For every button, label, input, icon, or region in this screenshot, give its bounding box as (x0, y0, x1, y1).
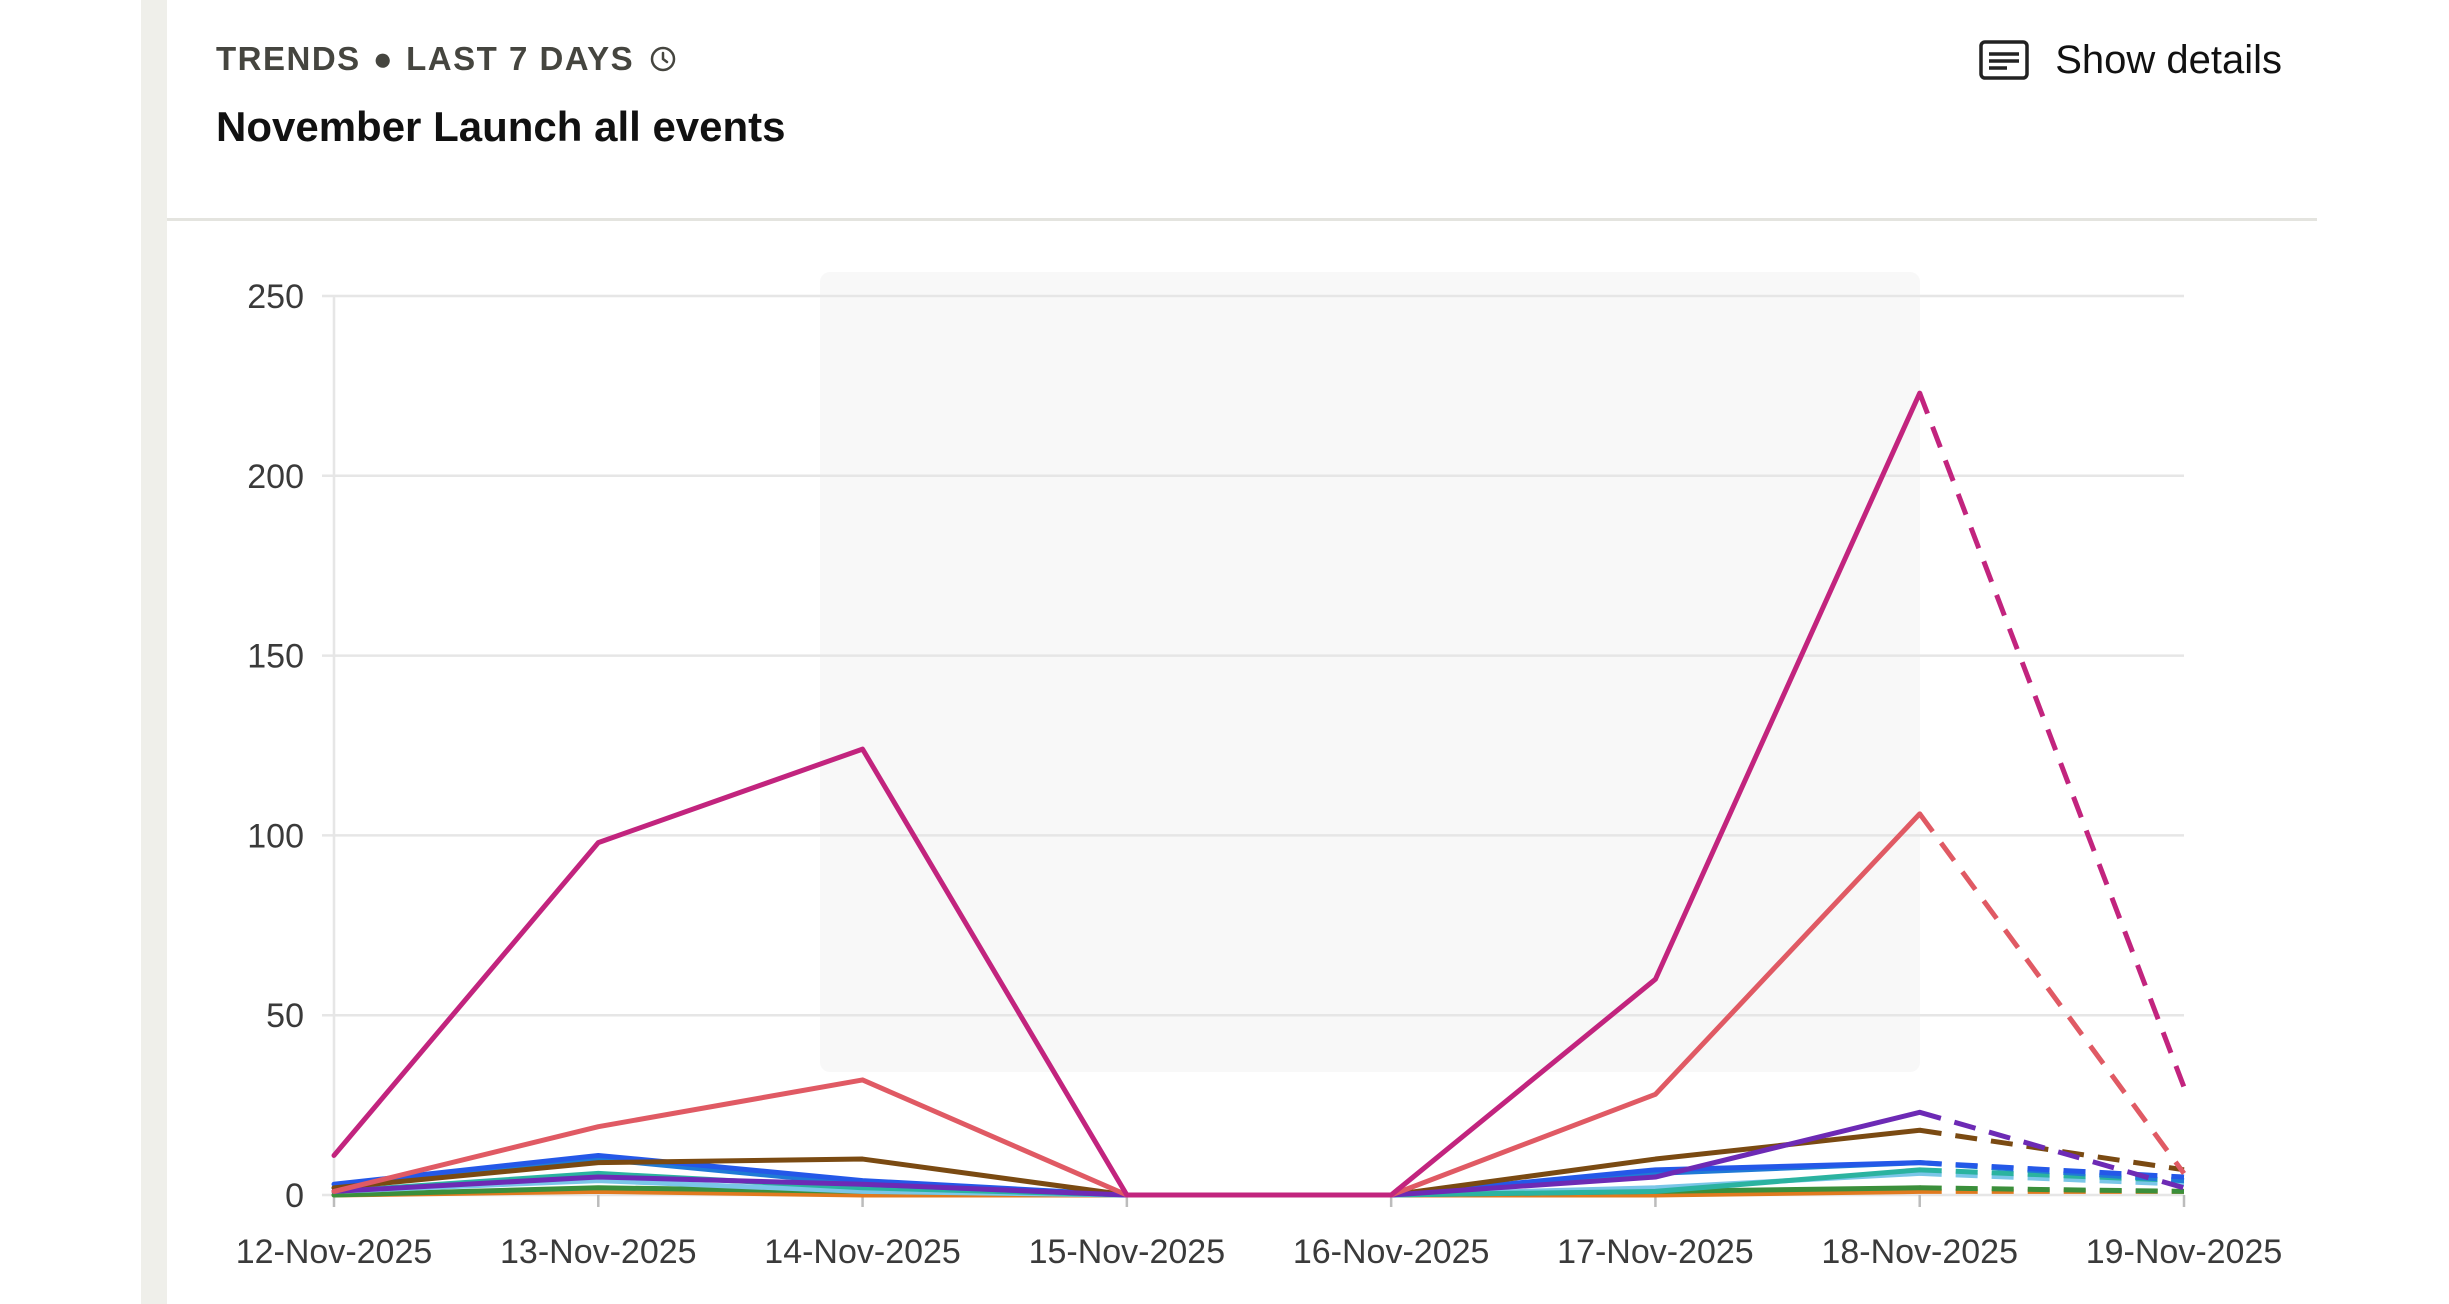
x-tick-label: 19-Nov-2025 (2086, 1233, 2283, 1271)
date-range-label: LAST 7 DAYS (406, 40, 635, 77)
x-tick-label: 16-Nov-2025 (1293, 1233, 1490, 1271)
y-tick-label: 200 (247, 458, 304, 496)
series-line-incomplete (1919, 1109, 2185, 1191)
y-tick-label: 100 (247, 817, 304, 855)
series-line-incomplete (1917, 392, 2187, 1089)
x-tick-label: 13-Nov-2025 (500, 1233, 697, 1271)
insight-meta: TRENDS ● LAST 7 DAYS (216, 40, 678, 78)
y-tick-label: 0 (285, 1177, 304, 1215)
left-gutter (0, 0, 141, 1304)
card-header: TRENDS ● LAST 7 DAYS November Launch all… (167, 0, 2317, 221)
x-tick-label: 18-Nov-2025 (1821, 1233, 2018, 1271)
series-line (331, 390, 1923, 1198)
separator-dot-icon: ● (372, 40, 395, 77)
show-details-label: Show details (2055, 37, 2282, 82)
insight-type-label: TRENDS (216, 40, 361, 77)
series-line-incomplete (1919, 1185, 2185, 1194)
details-icon (1979, 40, 2029, 80)
y-tick-label: 250 (247, 278, 304, 316)
y-tick-label: 50 (266, 997, 304, 1035)
left-rail (141, 0, 167, 1304)
x-tick-label: 14-Nov-2025 (764, 1233, 961, 1271)
insight-card: TRENDS ● LAST 7 DAYS November Launch all… (167, 0, 2317, 1304)
series-line-incomplete (1919, 1170, 2185, 1187)
series-line-incomplete (1919, 1127, 2185, 1173)
show-details-button[interactable]: Show details (1979, 30, 2282, 90)
x-tick-label: 12-Nov-2025 (236, 1233, 433, 1271)
clock-icon[interactable] (648, 44, 678, 74)
x-tick-label: 17-Nov-2025 (1557, 1233, 1754, 1271)
series-line-incomplete (1917, 812, 2187, 1175)
tooltip-ghost (820, 272, 1920, 1072)
x-tick-label: 15-Nov-2025 (1029, 1233, 1226, 1271)
y-tick-label: 150 (247, 638, 304, 676)
insight-title[interactable]: November Launch all events (216, 103, 786, 150)
